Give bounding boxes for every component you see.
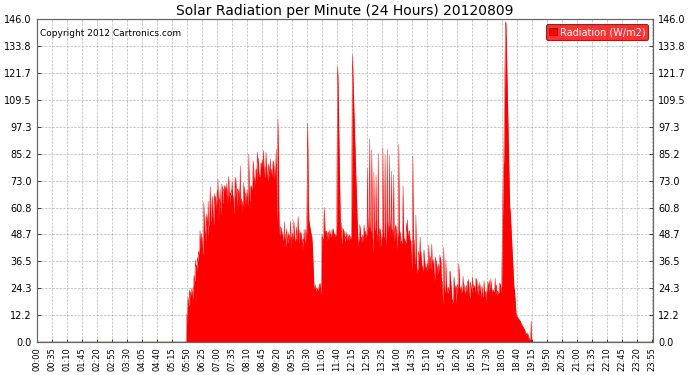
Title: Solar Radiation per Minute (24 Hours) 20120809: Solar Radiation per Minute (24 Hours) 20… [176,4,514,18]
Text: Copyright 2012 Cartronics.com: Copyright 2012 Cartronics.com [40,29,181,38]
Legend: Radiation (W/m2): Radiation (W/m2) [546,24,649,40]
